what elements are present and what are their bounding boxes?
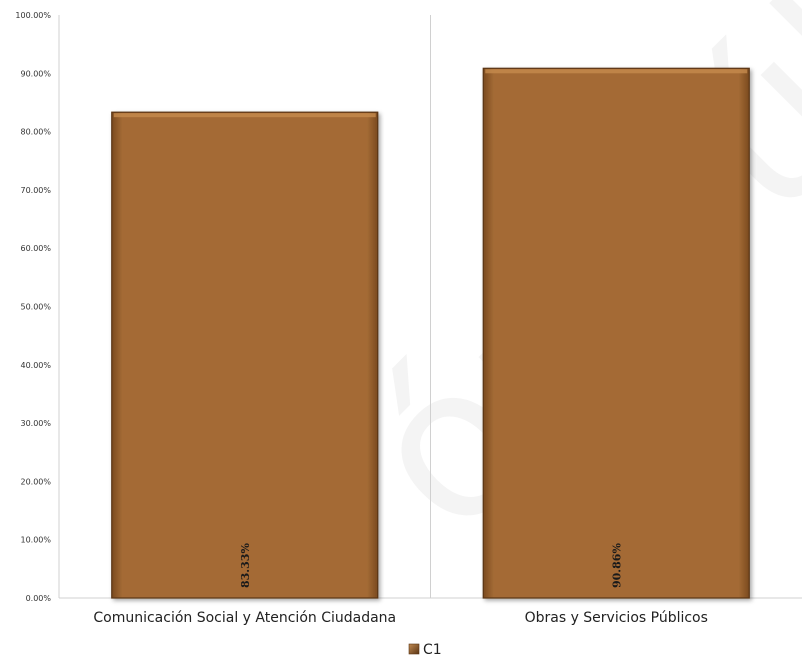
y-tick-label: 80.00% <box>20 128 51 137</box>
y-tick-label: 40.00% <box>20 361 51 370</box>
bar-top-bevel <box>113 113 376 118</box>
y-tick-label: 30.00% <box>20 419 51 428</box>
x-category-label: Comunicación Social y Atención Ciudadana <box>93 610 396 626</box>
y-tick-label: 50.00% <box>20 303 51 312</box>
bar-top-bevel <box>485 69 748 74</box>
x-category-label: Obras y Servicios Públicos <box>525 610 708 626</box>
bar-group: 83.33% <box>111 111 379 599</box>
bars: 83.33% 90.86% <box>111 67 750 599</box>
legend-swatch <box>408 643 420 655</box>
legend: C1 <box>408 642 442 658</box>
y-tick-label: 90.00% <box>20 69 51 78</box>
y-tick-label: 60.00% <box>20 244 51 253</box>
y-axis-ticks: 0.00% 10.00% 20.00% 30.00% 40.00% 50.00% 60.00… <box>15 11 51 603</box>
data-label: 90.86% <box>610 543 623 588</box>
y-tick-label: 0.00% <box>26 594 52 603</box>
y-tick-label: 70.00% <box>20 186 51 195</box>
bar <box>482 67 750 599</box>
y-tick-label: 10.00% <box>20 536 51 545</box>
legend-label: C1 <box>423 642 442 658</box>
y-tick-label: 100.00% <box>15 11 51 20</box>
bar <box>111 111 379 599</box>
bar-group: 90.86% <box>482 67 750 599</box>
x-axis-categories: Comunicación Social y Atención Ciudadana… <box>93 610 708 626</box>
y-tick-label: 20.00% <box>20 477 51 486</box>
data-label: 83.33% <box>239 543 252 588</box>
